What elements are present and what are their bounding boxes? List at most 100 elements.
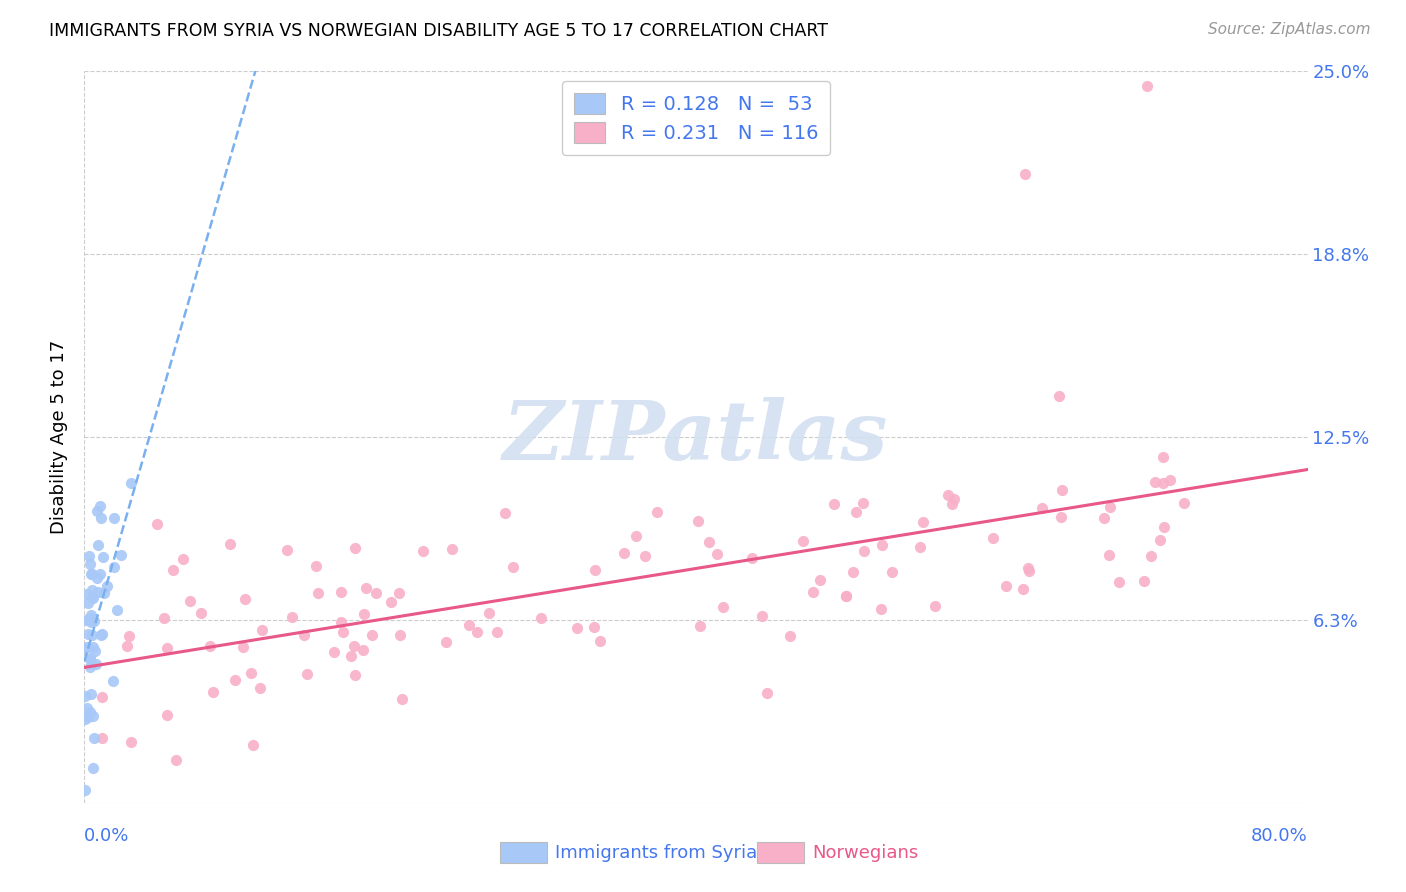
Point <box>908 540 931 554</box>
Point <box>801 585 824 599</box>
Point <box>76 587 98 601</box>
Point <box>190 607 212 621</box>
Point <box>90 628 112 642</box>
Point <box>80 611 103 625</box>
Point <box>634 549 657 564</box>
Point <box>79 652 101 666</box>
Point <box>90 510 112 524</box>
Point <box>751 609 773 624</box>
Text: Source: ZipAtlas.com: Source: ZipAtlas.com <box>1208 22 1371 37</box>
Point <box>280 609 302 624</box>
Point <box>75 641 97 656</box>
Point <box>1153 520 1175 534</box>
Point <box>478 606 501 620</box>
Point <box>530 611 553 625</box>
Point <box>91 627 114 641</box>
Point <box>353 607 375 621</box>
Text: 0.0%: 0.0% <box>84 827 129 845</box>
Point <box>75 782 97 797</box>
Point <box>79 651 101 665</box>
Point <box>232 640 254 654</box>
Point <box>89 566 111 581</box>
Point <box>343 640 366 654</box>
Point <box>179 594 201 608</box>
Point <box>91 549 114 564</box>
Point <box>156 707 179 722</box>
Point <box>80 615 103 630</box>
Point <box>1108 574 1130 589</box>
Point <box>340 648 363 663</box>
Point <box>1136 78 1159 93</box>
Point <box>80 583 103 598</box>
Point <box>322 645 344 659</box>
Point <box>146 516 169 531</box>
Point <box>75 690 97 704</box>
Point <box>89 499 111 513</box>
Point <box>711 600 734 615</box>
Text: ZIPatlas: ZIPatlas <box>503 397 889 477</box>
Point <box>756 686 779 700</box>
Point <box>120 735 142 749</box>
Point <box>380 595 402 609</box>
Point <box>882 566 904 580</box>
Point <box>76 701 98 715</box>
Point <box>344 668 367 682</box>
Point <box>110 548 132 562</box>
Point <box>82 640 104 654</box>
Point <box>91 690 114 704</box>
Point <box>1140 549 1163 563</box>
Point <box>117 639 139 653</box>
Text: Immigrants from Syria: Immigrants from Syria <box>555 844 758 862</box>
Point <box>86 571 108 585</box>
Point <box>835 589 858 603</box>
Point <box>276 543 298 558</box>
Point <box>981 531 1004 545</box>
Point <box>329 615 352 629</box>
Point <box>1149 533 1171 547</box>
Point <box>83 731 105 746</box>
Point <box>80 657 103 672</box>
Point <box>224 673 246 687</box>
Y-axis label: Disability Age 5 to 17: Disability Age 5 to 17 <box>51 340 69 534</box>
Point <box>79 705 101 719</box>
Point <box>79 557 101 571</box>
Point <box>689 619 711 633</box>
Point <box>1047 389 1070 403</box>
Point <box>841 565 863 579</box>
Point <box>87 538 110 552</box>
Point <box>250 623 273 637</box>
Point <box>165 753 187 767</box>
Point <box>458 617 481 632</box>
Point <box>200 639 222 653</box>
Point <box>834 589 856 603</box>
Point <box>80 567 103 582</box>
Point <box>589 634 612 648</box>
Legend: R = 0.128   N =  53, R = 0.231   N = 116: R = 0.128 N = 53, R = 0.231 N = 116 <box>562 81 830 154</box>
FancyBboxPatch shape <box>501 842 547 863</box>
Point <box>613 546 636 560</box>
Point <box>218 537 240 551</box>
Point <box>82 762 104 776</box>
Point <box>153 611 176 625</box>
Point <box>361 628 384 642</box>
Point <box>364 586 387 600</box>
Point <box>76 710 98 724</box>
Point <box>583 620 606 634</box>
Point <box>388 586 411 600</box>
Point <box>583 563 606 577</box>
Point <box>823 496 845 510</box>
Point <box>434 635 457 649</box>
Point <box>779 629 801 643</box>
Point <box>344 541 367 555</box>
Point <box>645 505 668 519</box>
Point <box>75 613 97 627</box>
Point <box>352 643 374 657</box>
Point <box>994 579 1017 593</box>
Point <box>924 599 946 613</box>
Point <box>77 627 100 641</box>
Point <box>103 674 125 689</box>
Point <box>792 534 814 549</box>
Point <box>565 621 588 635</box>
Point <box>688 514 710 528</box>
FancyBboxPatch shape <box>758 842 804 863</box>
